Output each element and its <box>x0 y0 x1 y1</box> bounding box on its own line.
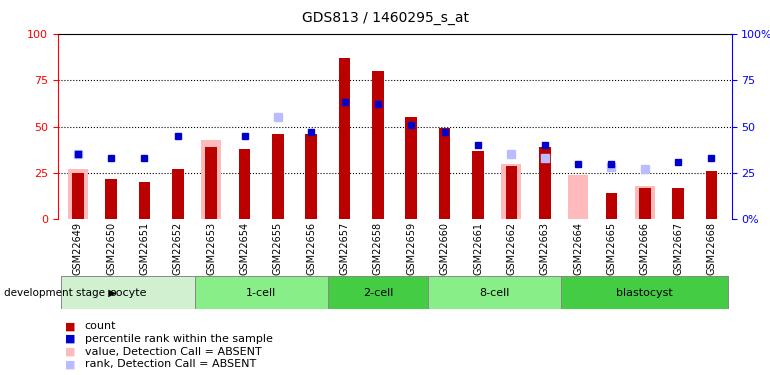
Bar <box>561 276 728 309</box>
Text: GSM22664: GSM22664 <box>573 222 583 275</box>
Bar <box>272 134 283 219</box>
Text: GSM22650: GSM22650 <box>106 222 116 275</box>
Text: GSM22652: GSM22652 <box>172 222 182 275</box>
Text: value, Detection Call = ABSENT: value, Detection Call = ABSENT <box>85 347 262 357</box>
Bar <box>306 134 317 219</box>
Bar <box>61 276 195 309</box>
Text: GSM22660: GSM22660 <box>440 222 450 275</box>
Text: 1-cell: 1-cell <box>246 288 276 298</box>
Text: GSM22656: GSM22656 <box>306 222 316 275</box>
Bar <box>339 58 350 219</box>
Bar <box>72 173 84 219</box>
Bar <box>439 128 450 219</box>
Text: blastocyst: blastocyst <box>617 288 673 298</box>
Bar <box>634 186 654 219</box>
Bar <box>472 151 484 219</box>
Text: ■: ■ <box>65 347 76 357</box>
Bar <box>705 171 718 219</box>
Text: ■: ■ <box>65 360 76 369</box>
Bar <box>172 169 184 219</box>
Text: GSM22658: GSM22658 <box>373 222 383 275</box>
Text: rank, Detection Call = ABSENT: rank, Detection Call = ABSENT <box>85 360 256 369</box>
Bar <box>201 140 221 219</box>
Text: development stage ▶: development stage ▶ <box>4 288 116 298</box>
Text: GSM22654: GSM22654 <box>239 222 249 275</box>
Text: GSM22657: GSM22657 <box>340 222 350 275</box>
Text: ■: ■ <box>65 334 76 344</box>
Text: GSM22661: GSM22661 <box>473 222 483 275</box>
Text: GSM22665: GSM22665 <box>607 222 617 275</box>
Text: percentile rank within the sample: percentile rank within the sample <box>85 334 273 344</box>
Bar <box>568 175 588 219</box>
Text: GSM22663: GSM22663 <box>540 222 550 275</box>
Text: GSM22662: GSM22662 <box>507 222 517 275</box>
Bar <box>501 164 521 219</box>
Text: ■: ■ <box>65 321 76 331</box>
Text: 8-cell: 8-cell <box>480 288 510 298</box>
Text: count: count <box>85 321 116 331</box>
Text: GSM22649: GSM22649 <box>72 222 82 275</box>
Text: GSM22666: GSM22666 <box>640 222 650 275</box>
Bar <box>206 147 217 219</box>
Text: GDS813 / 1460295_s_at: GDS813 / 1460295_s_at <box>302 11 468 25</box>
Bar <box>239 149 250 219</box>
Text: GSM22651: GSM22651 <box>139 222 149 275</box>
Bar <box>506 165 517 219</box>
Text: oocyte: oocyte <box>109 288 146 298</box>
Bar <box>105 178 117 219</box>
Bar <box>639 188 651 219</box>
Bar <box>328 276 428 309</box>
Text: GSM22655: GSM22655 <box>273 222 283 275</box>
Bar <box>195 276 328 309</box>
Bar <box>406 117 417 219</box>
Text: GSM22653: GSM22653 <box>206 222 216 275</box>
Text: GSM22668: GSM22668 <box>707 222 717 275</box>
Bar <box>68 169 88 219</box>
Bar <box>605 194 618 219</box>
Bar <box>428 276 561 309</box>
Bar <box>539 147 551 219</box>
Text: GSM22667: GSM22667 <box>673 222 683 275</box>
Text: 2-cell: 2-cell <box>363 288 393 298</box>
Bar <box>139 182 150 219</box>
Text: GSM22659: GSM22659 <box>407 222 417 275</box>
Bar <box>672 188 684 219</box>
Bar <box>372 71 383 219</box>
